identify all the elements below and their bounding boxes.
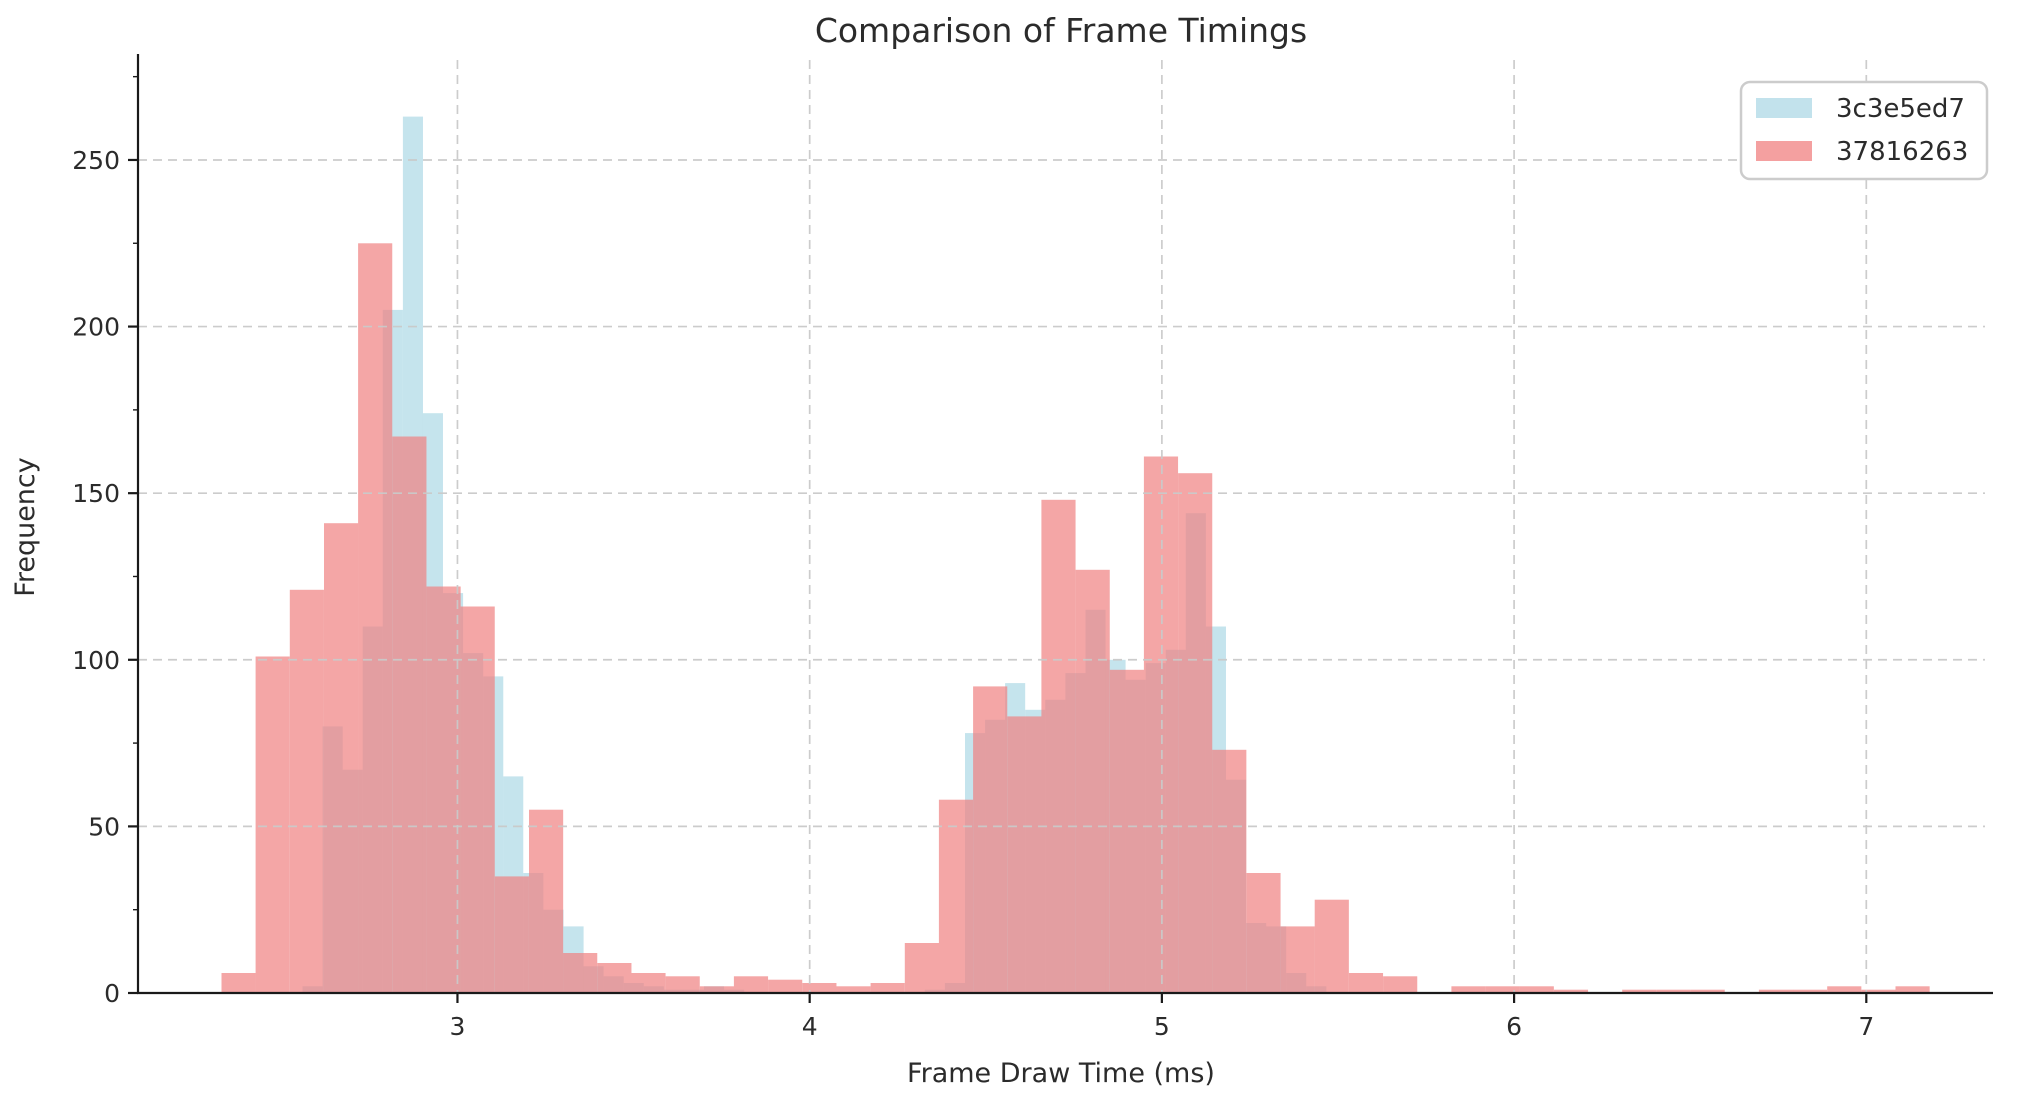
histogram-bar — [1280, 926, 1315, 993]
histogram-bar — [631, 973, 666, 993]
histogram-bar — [1861, 989, 1896, 993]
histogram-bar — [1075, 569, 1110, 993]
histogram-bar — [1143, 456, 1179, 993]
histogram-bar — [665, 976, 700, 993]
legend: 3c3e5ed7 37816263 — [1739, 80, 1989, 181]
histogram-bar — [494, 876, 529, 993]
histogram-bar — [1793, 989, 1828, 993]
histogram-bar — [426, 586, 461, 993]
histogram-bar — [1109, 669, 1144, 993]
histogram-bar — [1758, 989, 1794, 993]
histogram-bar — [802, 983, 837, 993]
histogram-bar — [221, 973, 256, 993]
histogram-bar — [904, 943, 939, 993]
histogram-bar — [973, 686, 1008, 993]
histogram-bar — [1895, 986, 1930, 993]
x-tick-label: 6 — [1506, 1012, 1522, 1041]
legend-swatch-red — [1756, 141, 1812, 161]
histogram-bar — [768, 979, 803, 993]
histogram-bar — [460, 606, 495, 993]
x-tick-label: 4 — [802, 1012, 818, 1041]
histogram-bar — [1041, 499, 1076, 993]
histogram-bar — [529, 809, 564, 993]
x-axis-label: Frame Draw Time (ms) — [907, 1058, 1215, 1089]
histogram-bar — [358, 243, 393, 994]
histogram-bar — [836, 986, 871, 993]
histogram-bar — [1656, 989, 1691, 993]
histogram-bar — [1178, 473, 1213, 993]
histogram-bar — [1383, 976, 1418, 993]
y-tick-label: 250 — [72, 146, 120, 175]
legend-swatch-blue — [1756, 98, 1812, 118]
histogram-bars-37816263 — [221, 243, 1930, 994]
x-tick-label: 7 — [1858, 1012, 1874, 1041]
chart-title: Comparison of Frame Timings — [815, 11, 1307, 50]
legend-label-red: 37816263 — [1836, 137, 1968, 167]
histogram-bar — [1212, 749, 1247, 993]
histogram-bar — [938, 799, 974, 993]
histogram-bar — [1553, 989, 1589, 993]
histogram-bars-layer — [221, 116, 1930, 994]
y-tick-label: 100 — [72, 646, 120, 675]
x-tick-label: 5 — [1154, 1012, 1170, 1041]
y-tick-label: 200 — [72, 313, 120, 342]
histogram-bar — [1690, 989, 1725, 993]
histogram-bar — [1827, 986, 1862, 993]
histogram-bar — [1519, 986, 1554, 993]
y-tick-label: 150 — [72, 479, 120, 508]
y-tick-label: 0 — [104, 979, 120, 1008]
histogram-bar — [1246, 873, 1281, 993]
histogram-bar — [1622, 989, 1657, 993]
histogram-bar — [870, 983, 905, 993]
histogram-bar — [1007, 716, 1042, 993]
histogram-bar — [392, 436, 427, 993]
x-tick-label: 3 — [450, 1012, 466, 1041]
axes-and-ticks — [128, 54, 1993, 1003]
y-axis-label: Frequency — [10, 457, 41, 597]
tick-labels: 3 4 5 6 7 0 50 100 150 200 250 — [72, 146, 1874, 1041]
histogram-bar — [255, 656, 290, 993]
histogram-bar — [597, 963, 632, 993]
y-tick-label: 50 — [88, 812, 120, 841]
histogram-bar — [563, 953, 598, 993]
histogram-bar — [1348, 973, 1384, 993]
legend-label-blue: 3c3e5ed7 — [1836, 94, 1965, 124]
histogram-bar — [1451, 986, 1486, 993]
histogram-bar — [699, 986, 734, 993]
histogram-bar — [289, 589, 324, 993]
histogram-bar — [1485, 986, 1520, 993]
histogram-bar — [324, 523, 359, 993]
histogram-bar — [733, 976, 769, 993]
histogram-bar — [1314, 899, 1349, 993]
gridlines — [138, 60, 1985, 993]
